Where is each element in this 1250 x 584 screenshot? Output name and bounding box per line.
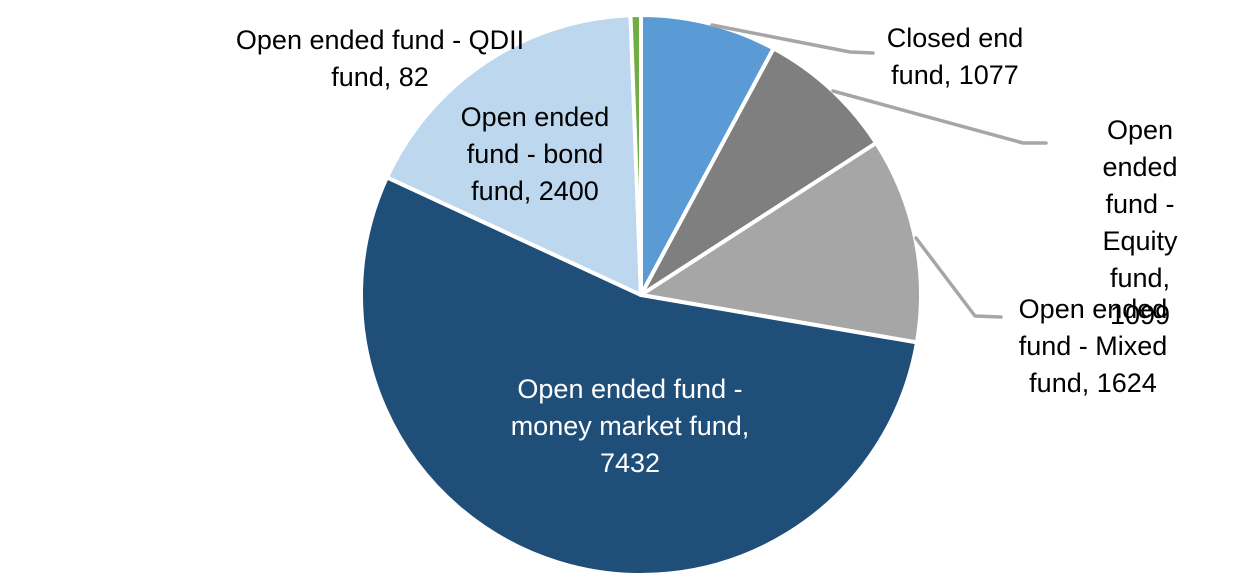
slice-label-mixed-fund: Open ended fund - Mixed fund, 1624 <box>1018 294 1168 398</box>
pie-slice-open-ended-fund-qdii-fund <box>628 13 643 297</box>
pie-slices <box>359 13 923 577</box>
leader-line-mixed-fund <box>914 236 1003 319</box>
pie-slice-open-ended-fund-money-market-fund <box>359 175 919 577</box>
pie-slice-open-ended-fund-equity-fund <box>639 46 879 297</box>
slice-label-closed-end-fund: Closed end fund, 1077 <box>886 23 1024 90</box>
slice-label-qdii-fund: Open ended fund - QDII fund, 82 <box>235 25 525 92</box>
slice-label-money-market-fund: Open ended fund - money market fund, 743… <box>510 374 750 478</box>
leader-lines <box>710 23 1048 319</box>
pie-slice-open-ended-fund-bond-fund <box>384 13 643 297</box>
pie-slice-closed-end-fund <box>639 13 776 297</box>
slice-label-equity-fund: Open ended fund - Equity fund, 1099 <box>1102 115 1178 330</box>
slice-label-bond-fund: Open ended fund - bond fund, 2400 <box>460 102 610 206</box>
leader-line-closed-end-fund <box>710 23 875 55</box>
leader-line-equity-fund <box>831 89 1048 145</box>
